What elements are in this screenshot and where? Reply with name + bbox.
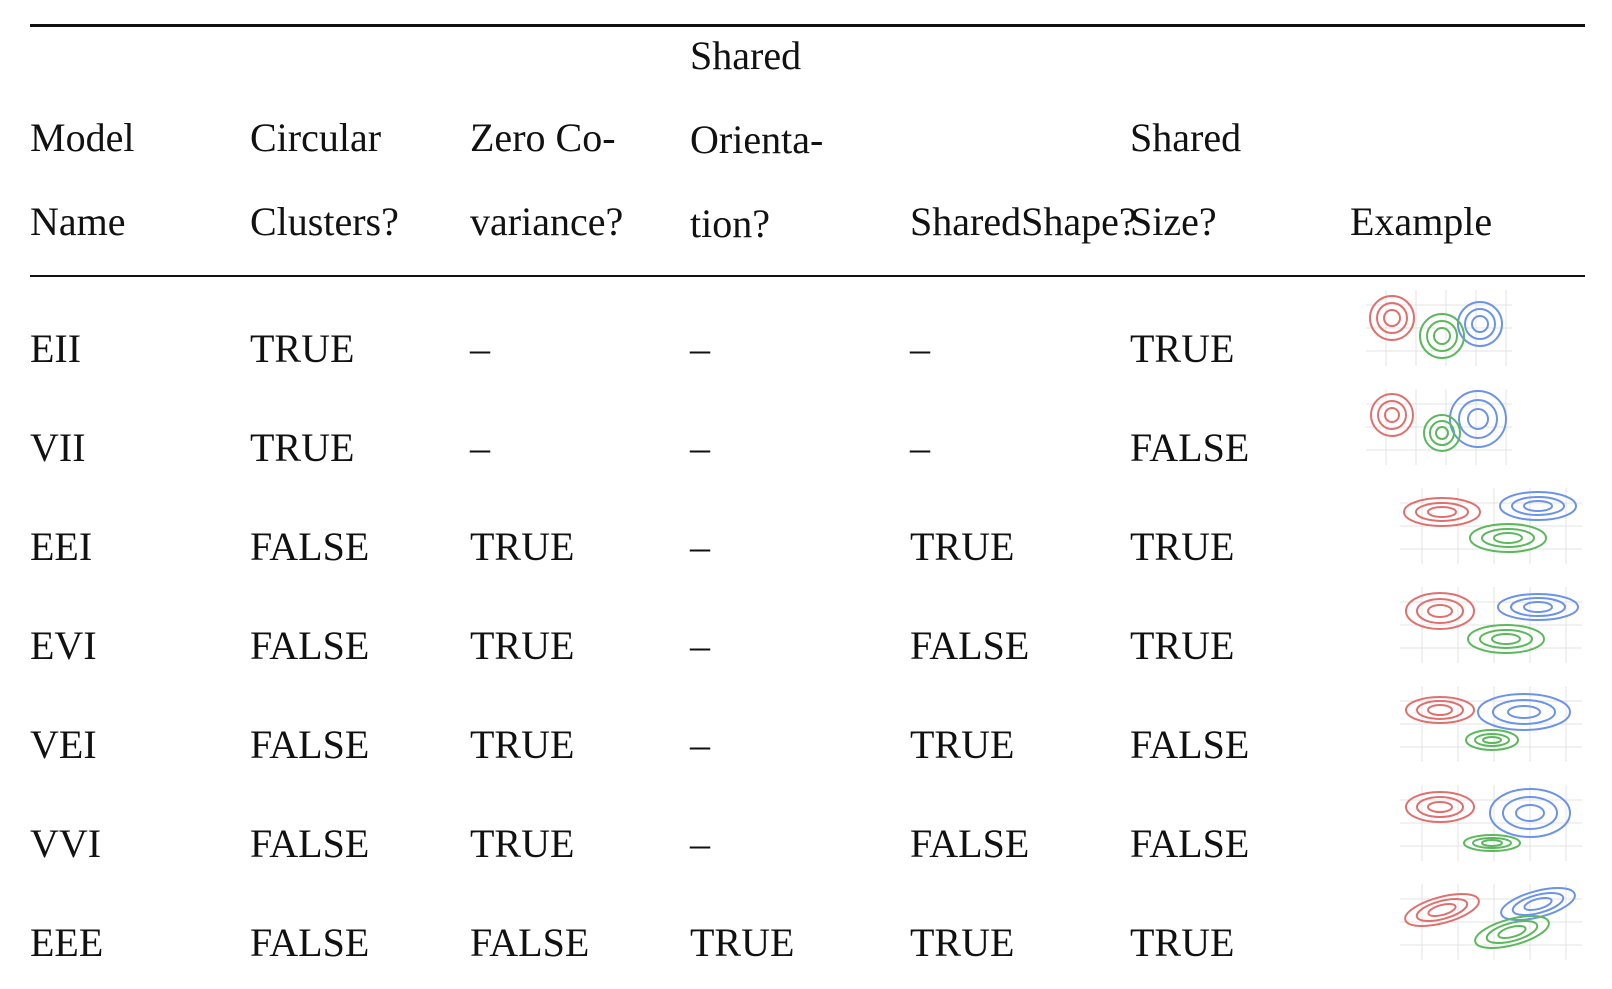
orientation-cell: – <box>690 524 710 569</box>
header-shared-shape: SharedShape? <box>910 180 1137 264</box>
header-line: Example <box>1350 199 1493 244</box>
model-name-cell: EEI <box>30 524 93 569</box>
circular-cell: FALSE <box>250 524 370 569</box>
header-line: tion? <box>690 201 770 246</box>
shape-cell: FALSE <box>910 623 1030 668</box>
zero-cov-cell: TRUE <box>470 722 575 767</box>
header-line: Circular <box>250 115 382 160</box>
model-name-cell: EII <box>30 326 82 371</box>
model-name-cell: VII <box>30 425 86 470</box>
header-zero-covariance: Zero Co- variance? <box>470 96 623 264</box>
size-cell: FALSE <box>1130 722 1250 767</box>
header-line: Orienta- <box>690 117 824 162</box>
header-line: Clusters? <box>250 199 399 244</box>
circular-cell: FALSE <box>250 623 370 668</box>
table-row: EEI FALSE TRUE – TRUE TRUE <box>0 488 1612 593</box>
table-row: EII TRUE – – – TRUE <box>0 290 1612 395</box>
example-plot-vii <box>1366 389 1512 465</box>
size-cell: FALSE <box>1130 821 1250 866</box>
shape-cell: TRUE <box>910 722 1015 767</box>
example-plot-eei <box>1400 488 1582 564</box>
header-bottom-rule <box>30 275 1585 277</box>
header-line: Shared <box>1130 115 1242 160</box>
table-row: VVI FALSE TRUE – FALSE FALSE <box>0 785 1612 890</box>
example-plot-eii <box>1366 290 1512 366</box>
header-line: Shared <box>690 33 802 78</box>
shape-cell: – <box>910 326 930 371</box>
example-plot-eee <box>1400 884 1582 960</box>
circular-cell: TRUE <box>250 425 355 470</box>
table-row: VII TRUE – – – FALSE <box>0 389 1612 494</box>
header-circular-clusters: Circular Clusters? <box>250 96 399 264</box>
orientation-cell: – <box>690 722 710 767</box>
example-plot-vvi <box>1400 785 1582 861</box>
table-row: EVI FALSE TRUE – FALSE TRUE <box>0 587 1612 692</box>
header-example: Example <box>1350 180 1492 264</box>
zero-cov-cell: TRUE <box>470 623 575 668</box>
circular-cell: FALSE <box>250 821 370 866</box>
zero-cov-cell: – <box>470 326 490 371</box>
header-model-name: Model Name <box>30 96 134 264</box>
zero-cov-cell: FALSE <box>470 920 590 965</box>
shape-cell: TRUE <box>910 524 1015 569</box>
header-line: Size? <box>1130 199 1217 244</box>
model-name-cell: VEI <box>30 722 97 767</box>
orientation-cell: TRUE <box>690 920 795 965</box>
orientation-cell: – <box>690 425 710 470</box>
zero-cov-cell: TRUE <box>470 524 575 569</box>
example-plot-evi <box>1400 587 1582 663</box>
orientation-cell: – <box>690 326 710 371</box>
size-cell: TRUE <box>1130 920 1235 965</box>
size-cell: FALSE <box>1130 425 1250 470</box>
header-shared-orientation: Shared Orienta- tion? <box>690 14 823 266</box>
circular-cell: FALSE <box>250 920 370 965</box>
shape-cell: – <box>910 425 930 470</box>
header-shared-size: Shared Size? <box>1130 96 1241 264</box>
model-name-cell: EVI <box>30 623 97 668</box>
orientation-cell: – <box>690 623 710 668</box>
zero-cov-cell: – <box>470 425 490 470</box>
table-row: EEE FALSE FALSE TRUE TRUE TRUE <box>0 884 1612 989</box>
header-line: Zero Co- <box>470 115 616 160</box>
circular-cell: TRUE <box>250 326 355 371</box>
zero-cov-cell: TRUE <box>470 821 575 866</box>
model-name-cell: VVI <box>30 821 102 866</box>
header-line: Model <box>30 115 135 160</box>
circular-cell: FALSE <box>250 722 370 767</box>
size-cell: TRUE <box>1130 326 1235 371</box>
size-cell: TRUE <box>1130 524 1235 569</box>
table-row: VEI FALSE TRUE – TRUE FALSE <box>0 686 1612 791</box>
model-name-cell: EEE <box>30 920 104 965</box>
size-cell: TRUE <box>1130 623 1235 668</box>
orientation-cell: – <box>690 821 710 866</box>
header-line: Name <box>30 199 126 244</box>
header-line: variance? <box>470 199 624 244</box>
table-top-rule <box>30 24 1585 27</box>
shape-cell: FALSE <box>910 821 1030 866</box>
header-line: SharedShape? <box>910 199 1137 244</box>
example-plot-vei <box>1400 686 1582 762</box>
shape-cell: TRUE <box>910 920 1015 965</box>
